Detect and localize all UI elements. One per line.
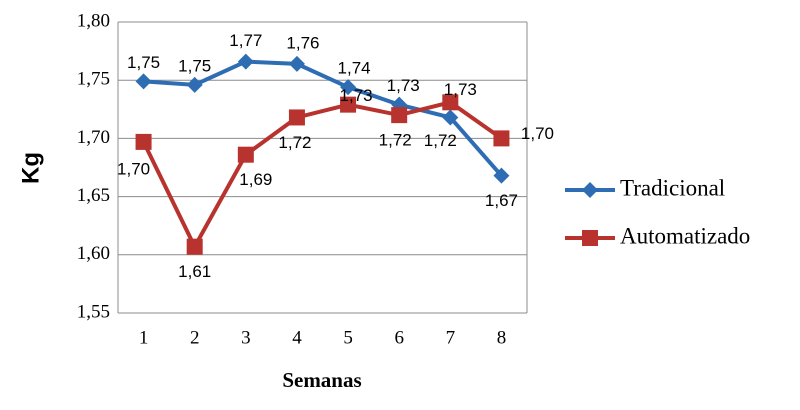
- x-tick-label: 3: [241, 327, 251, 348]
- marker: [493, 167, 510, 184]
- marker: [340, 96, 357, 113]
- x-tick-label: 6: [394, 327, 404, 348]
- data-label: 1,61: [178, 262, 211, 281]
- marker: [288, 55, 305, 72]
- marker: [186, 238, 203, 255]
- data-label: 1,77: [229, 31, 262, 50]
- x-tick-label: 1: [139, 327, 149, 348]
- data-label: 1,74: [338, 59, 371, 78]
- x-tick-label: 8: [497, 327, 507, 348]
- data-label: 1,75: [127, 53, 160, 72]
- x-tick-label: 2: [190, 327, 200, 348]
- data-label: 1,75: [178, 56, 211, 75]
- y-tick-label: 1,65: [77, 185, 110, 206]
- data-label: 1,73: [444, 80, 477, 99]
- x-axis-label: Semanas: [282, 368, 361, 392]
- marker: [237, 53, 254, 70]
- data-label: 1,72: [379, 131, 412, 150]
- legend-label: Tradicional: [620, 175, 725, 200]
- marker: [237, 146, 254, 163]
- y-axis-label: Kg: [17, 152, 44, 184]
- marker: [288, 109, 305, 126]
- y-tick-label: 1,60: [77, 243, 110, 264]
- marker: [493, 130, 510, 147]
- data-label: 1,70: [521, 124, 554, 143]
- legend-marker: [582, 182, 598, 198]
- x-tick-label: 5: [343, 327, 353, 348]
- x-tick-label: 4: [292, 327, 302, 348]
- data-label: 1,72: [424, 131, 457, 150]
- y-tick-label: 1,55: [77, 301, 110, 322]
- data-label: 1,73: [340, 86, 373, 105]
- data-label: 1,69: [239, 170, 272, 189]
- marker: [135, 73, 152, 90]
- y-tick-label: 1,75: [77, 69, 110, 90]
- series-line: [141, 100, 503, 251]
- data-label: 1,73: [387, 76, 420, 95]
- data-label: 1,67: [485, 191, 518, 210]
- y-tick-label: 1,70: [77, 127, 110, 148]
- x-tick-label: 7: [446, 327, 456, 348]
- marker: [391, 107, 408, 124]
- marker: [186, 76, 203, 93]
- data-label: 1,72: [278, 133, 311, 152]
- series-line: [143, 59, 503, 177]
- data-label: 1,70: [117, 159, 150, 178]
- y-tick-label: 1,80: [77, 10, 110, 31]
- legend-label: Automatizado: [620, 223, 750, 248]
- legend-marker: [582, 230, 598, 246]
- marker: [442, 94, 459, 111]
- marker: [442, 109, 459, 126]
- marker: [340, 79, 357, 96]
- marker: [135, 133, 152, 150]
- data-label: 1,76: [286, 33, 319, 52]
